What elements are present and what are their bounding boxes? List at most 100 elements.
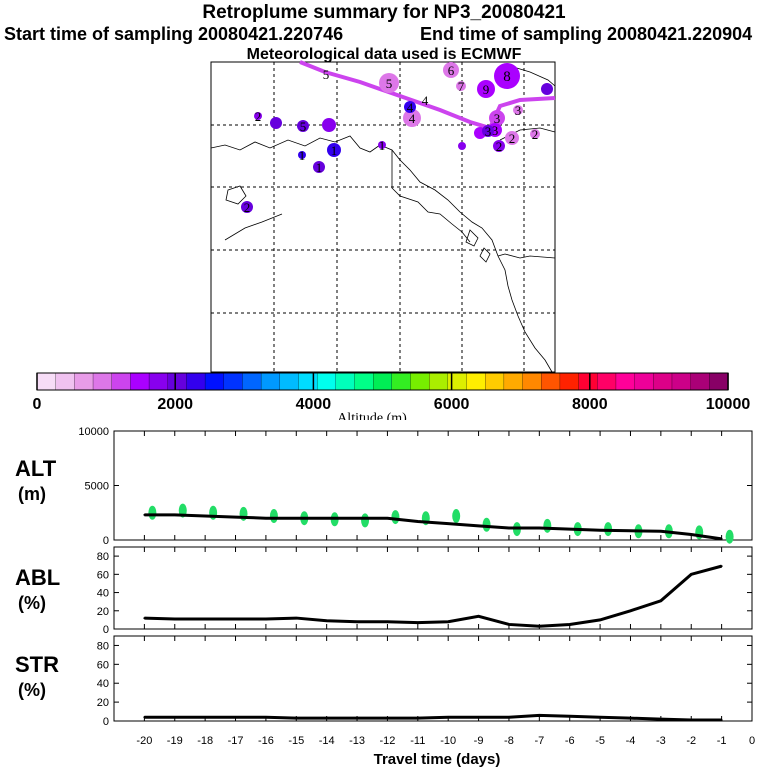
series-point: [173, 617, 176, 620]
series-point: [447, 716, 450, 719]
altitude-scatter-point: [148, 505, 157, 520]
colorbar-tick-label: 8000: [572, 396, 608, 413]
x-tick-label: -2: [686, 735, 696, 747]
series-point: [538, 714, 541, 717]
series-point: [568, 623, 571, 626]
abl-panel: 80 60 40 20 0: [97, 546, 753, 636]
altitude-scatter-point: [391, 510, 400, 525]
series-point: [325, 717, 328, 720]
x-axis: -20 -19 -18 -17 -16 -15 -14 -13 -12 -11 -10 -9 -8 -7-…: [136, 735, 755, 747]
x-tick-label: -17: [228, 735, 244, 747]
series-point: [325, 619, 328, 622]
x-tick-label: -10: [440, 735, 456, 747]
series-point: [507, 527, 510, 530]
str-ylabel-main: STR: [15, 652, 59, 677]
y-tick-label: 0: [103, 535, 109, 547]
x-tick-label: -11: [410, 735, 425, 747]
series-point: [356, 717, 359, 720]
alt-panel: 10000 5000 0: [78, 426, 753, 547]
series-point: [204, 617, 207, 620]
series-point: [629, 609, 632, 612]
x-tick-label: -16: [258, 735, 274, 747]
series-point: [143, 617, 146, 620]
x-tick-label: -12: [379, 735, 395, 747]
series-point: [599, 529, 602, 532]
series-point: [204, 716, 207, 719]
abl-ylabel-unit: (%): [18, 593, 46, 613]
series-point: [447, 620, 450, 623]
y-tick-label: 20: [97, 606, 109, 618]
series-point: [173, 513, 176, 516]
altitude-scatter-point: [269, 509, 278, 524]
series-point: [629, 717, 632, 720]
series-point: [507, 623, 510, 626]
series-point: [477, 615, 480, 618]
x-tick-label: -7: [534, 735, 544, 747]
chart-title: Retroplume summary for NP3_20080421: [202, 2, 566, 23]
series-point: [659, 530, 662, 533]
panel-frame: [113, 546, 753, 630]
series-point: [234, 716, 237, 719]
y-tick-label: 5000: [85, 481, 109, 493]
series-point: [690, 719, 693, 722]
series-point: [416, 621, 419, 624]
series-point: [386, 620, 389, 623]
altitude-scatter-point: [452, 509, 461, 524]
x-tick-label: -8: [504, 735, 514, 747]
series-point: [325, 517, 328, 520]
series-point: [264, 517, 267, 520]
series-point: [234, 516, 237, 519]
y-tick-label: 10000: [78, 426, 109, 438]
y-tick-label: 20: [97, 697, 109, 709]
x-tick-label: -3: [656, 735, 666, 747]
x-tick-label: -1: [717, 735, 727, 747]
altitude-colorbar: 0 2000 4000 6000 8000 10000 Altitude (m): [33, 372, 751, 420]
series-point: [538, 625, 541, 628]
abl-ylabel-main: ABL: [15, 565, 60, 590]
series-point: [720, 565, 723, 568]
panel-frame: [113, 635, 753, 722]
series-point: [599, 716, 602, 719]
x-tick-label: -5: [595, 735, 605, 747]
x-axis-label: Travel time (days): [374, 751, 501, 768]
series-point: [295, 517, 298, 520]
met-data-label: Meteorological data used is ECMWF: [246, 46, 522, 63]
series-point: [264, 617, 267, 620]
altitude-scatter-point: [543, 518, 552, 533]
x-tick-label: -19: [167, 735, 183, 747]
series-point: [295, 717, 298, 720]
series-point: [690, 573, 693, 576]
alt-ylabel-main: ALT: [15, 456, 57, 481]
series-point: [568, 528, 571, 531]
x-tick-label: 0: [749, 735, 755, 747]
series-point: [720, 537, 723, 540]
y-tick-label: 40: [97, 678, 109, 690]
series-point: [173, 716, 176, 719]
x-tick-label: -15: [288, 735, 304, 747]
series-point: [386, 717, 389, 720]
series-point: [659, 599, 662, 602]
series-point: [204, 515, 207, 518]
series-line: [144, 713, 722, 722]
y-tick-label: 0: [103, 716, 109, 728]
series-point: [538, 527, 541, 530]
series-point: [264, 716, 267, 719]
series-point: [386, 517, 389, 520]
x-tick-label: -4: [626, 735, 636, 747]
series-line: [144, 513, 722, 541]
colorbar-tick-label: 4000: [296, 396, 332, 413]
series-point: [143, 716, 146, 719]
colorbar-tick-label: 10000: [706, 396, 751, 413]
series-line: [144, 564, 723, 628]
str-ylabel-unit: (%): [18, 680, 46, 700]
series-point: [447, 522, 450, 525]
altitude-scatter-point: [725, 529, 734, 544]
series-point: [143, 513, 146, 516]
str-panel: 80 60 40 20 0: [97, 635, 753, 728]
y-tick-label: 80: [97, 640, 109, 652]
x-tick-label: -6: [565, 735, 575, 747]
series-point: [659, 718, 662, 721]
y-tick-label: 60: [97, 569, 109, 581]
x-tick-label: -20: [136, 735, 152, 747]
